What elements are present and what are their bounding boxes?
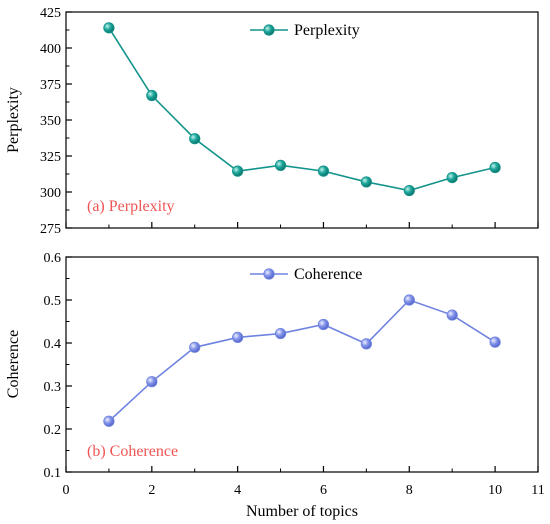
y-axis-ticks: 0.1 0.2 0.3 0.4 0.5 0.6	[44, 251, 72, 481]
x-axis-ticks: 0 2 4 6 8 10 11	[63, 466, 545, 498]
y-tick-label: 350	[40, 114, 61, 129]
data-point	[317, 165, 330, 177]
y-tick-label: 0.4	[44, 337, 62, 352]
data-point	[446, 172, 458, 184]
y-tick-label: 375	[40, 78, 61, 93]
data-point	[489, 161, 501, 174]
x-tick-label: 10	[488, 483, 502, 498]
data-point	[146, 89, 158, 102]
data-point	[317, 318, 330, 331]
perplexity-points	[103, 22, 501, 197]
data-point	[232, 165, 244, 177]
data-point	[360, 176, 372, 188]
x-tick-label: 2	[148, 483, 155, 498]
data-point	[446, 309, 458, 321]
y-axis-title: Perplexity	[5, 87, 22, 153]
data-point	[403, 294, 415, 306]
data-point	[103, 22, 115, 34]
x-axis-title: Number of topics	[246, 503, 358, 520]
y-tick-label: 425	[40, 6, 61, 21]
data-point	[360, 338, 372, 350]
perplexity-panel: 275 300 325 350 375 400 425 Perplexity (a) Per…	[5, 6, 539, 237]
plot-frame	[65, 256, 539, 473]
x-tick-label: 0	[63, 483, 70, 498]
x-tick-label: 6	[320, 483, 327, 498]
x-axis-ticks	[65, 222, 539, 228]
y-axis-ticks: 275 300 325 350 375 400 425	[40, 6, 72, 237]
x-tick-label: 8	[406, 483, 413, 498]
legend: Coherence	[250, 266, 362, 283]
data-point	[403, 184, 415, 197]
coherence-panel: 0.1 0.2 0.3 0.4 0.5 0.6 0 2 4 6 8 10 11 Coherence (…	[5, 251, 545, 520]
y-tick-label: 400	[40, 42, 61, 57]
legend-marker-icon	[263, 24, 275, 36]
y-tick-label: 325	[40, 150, 61, 165]
y-tick-label: 0.1	[44, 466, 62, 481]
panel-annotation: (b) Coherence	[87, 443, 178, 460]
y-tick-label: 0.2	[44, 423, 62, 438]
perplexity-line	[108, 27, 496, 192]
x-tick-label: 4	[234, 483, 241, 498]
panel-annotation: (a) Perplexity	[87, 198, 175, 215]
legend: Perplexity	[250, 22, 360, 39]
y-tick-label: 300	[40, 186, 61, 201]
data-point	[103, 415, 115, 427]
legend-label: Perplexity	[294, 22, 360, 39]
data-point	[146, 376, 158, 388]
plot-frame	[65, 11, 539, 229]
y-axis-title: Coherence	[5, 330, 22, 398]
data-point	[489, 336, 501, 348]
legend-label: Coherence	[294, 266, 362, 283]
data-point	[232, 331, 244, 344]
y-tick-label: 275	[40, 222, 61, 237]
data-point	[189, 341, 201, 353]
legend-marker-icon	[263, 268, 275, 280]
coherence-line	[108, 299, 496, 422]
coherence-points	[103, 294, 501, 427]
y-tick-label: 0.6	[44, 251, 62, 266]
data-point	[274, 327, 287, 340]
y-tick-label: 0.5	[44, 294, 62, 309]
data-point	[189, 133, 201, 145]
y-tick-label: 0.3	[44, 380, 62, 395]
x-tick-label: 11	[531, 483, 544, 498]
data-point	[274, 159, 287, 171]
